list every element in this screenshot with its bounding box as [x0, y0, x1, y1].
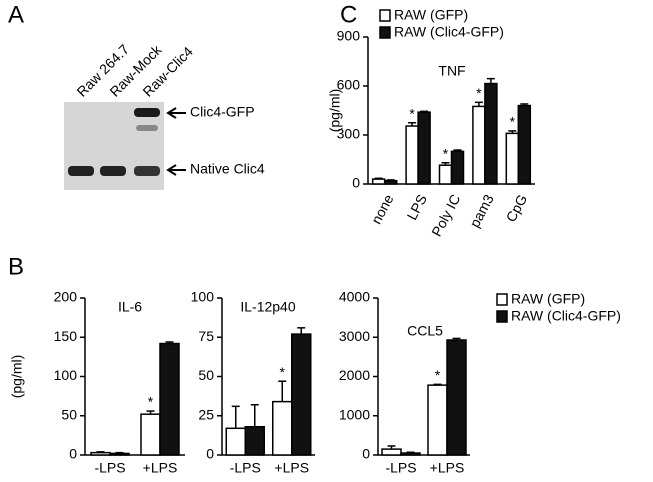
bar [371, 178, 386, 185]
x-tick-label: none [368, 191, 397, 226]
legend-label: RAW (Clic4-GFP) [511, 308, 621, 324]
y-tick-label: 100 [54, 367, 78, 383]
band-label: Native Clic4 [190, 161, 265, 177]
y-tick-label: 0 [206, 446, 214, 462]
bar [225, 427, 246, 456]
y-tick-label: 4000 [339, 289, 370, 305]
y-tick-label: 0 [69, 446, 77, 462]
y-tick-label: 50 [61, 406, 77, 422]
bar [272, 400, 293, 456]
y-tick-label: 200 [54, 289, 78, 305]
bar [400, 452, 421, 456]
chart-title: IL-12p40 [240, 299, 295, 315]
legend-label: RAW (GFP) [394, 7, 468, 23]
y-tick-label: 100 [191, 289, 215, 305]
chart-title: IL-6 [118, 299, 142, 315]
bar [405, 125, 419, 185]
bar [159, 342, 180, 456]
significance-mark: * [409, 105, 415, 121]
x-tick-label: LPS [403, 192, 430, 223]
bar [140, 413, 161, 456]
bar [381, 448, 402, 456]
significance-mark: * [443, 145, 449, 161]
legend-swatch [379, 26, 391, 39]
blot-band [100, 166, 126, 176]
y-tick-label: 2000 [339, 367, 370, 383]
y-tick-label: 600 [337, 77, 361, 93]
y-axis-label: (pg/ml) [9, 355, 25, 399]
bar [505, 132, 520, 185]
significance-mark: * [435, 367, 441, 383]
blot-band [134, 108, 160, 117]
blot-band [136, 125, 158, 131]
significance-mark: * [148, 394, 154, 410]
x-tick-label: +LPS [430, 460, 465, 476]
bar [109, 452, 130, 456]
y-tick-label: 25 [198, 406, 214, 422]
blot-band [68, 166, 94, 176]
bar [446, 339, 467, 456]
bar [417, 111, 431, 185]
x-tick-label: Poly IC [428, 192, 463, 239]
y-tick-label: 50 [198, 367, 214, 383]
significance-mark: * [510, 114, 516, 130]
legend-label: RAW (GFP) [511, 291, 585, 307]
bar [427, 384, 448, 456]
y-tick-label: 300 [337, 126, 361, 142]
x-tick-label: CpG [503, 192, 531, 225]
significance-mark: * [280, 364, 286, 380]
bar [291, 333, 312, 456]
panel-label: B [8, 253, 24, 280]
bar [438, 164, 453, 185]
bar [484, 82, 498, 185]
panel-label: C [340, 1, 357, 28]
y-axis-label: (pg/ml) [327, 89, 343, 133]
legend-swatch [379, 9, 391, 22]
x-tick-label: +LPS [274, 460, 309, 476]
y-tick-label: 150 [54, 328, 78, 344]
legend-swatch [496, 310, 508, 323]
x-tick-label: pam3 [466, 191, 497, 230]
bar [450, 150, 465, 185]
x-tick-label: -LPS [385, 460, 416, 476]
y-tick-label: 900 [337, 28, 361, 44]
chart-title: TNF [438, 63, 465, 79]
legend-label: RAW (Clic4-GFP) [394, 24, 504, 40]
panel-label: A [8, 1, 24, 28]
bar [472, 105, 486, 185]
arrow [166, 164, 186, 176]
bar [90, 451, 111, 456]
y-tick-label: 1000 [339, 406, 370, 422]
bar [244, 425, 265, 456]
x-tick-label: +LPS [143, 460, 178, 476]
y-tick-label: 0 [352, 175, 360, 191]
significance-mark: * [476, 85, 482, 101]
bar [517, 104, 532, 185]
chart-title: CCL5 [407, 323, 443, 339]
blot-band [134, 166, 160, 176]
arrow [166, 107, 186, 119]
band-label: Clic4-GFP [190, 104, 255, 120]
x-tick-label: -LPS [230, 460, 261, 476]
x-tick-label: -LPS [94, 460, 125, 476]
y-tick-label: 3000 [339, 328, 370, 344]
legend-swatch [496, 293, 508, 306]
y-tick-label: 0 [362, 446, 370, 462]
y-tick-label: 75 [198, 328, 214, 344]
bar [383, 179, 398, 185]
